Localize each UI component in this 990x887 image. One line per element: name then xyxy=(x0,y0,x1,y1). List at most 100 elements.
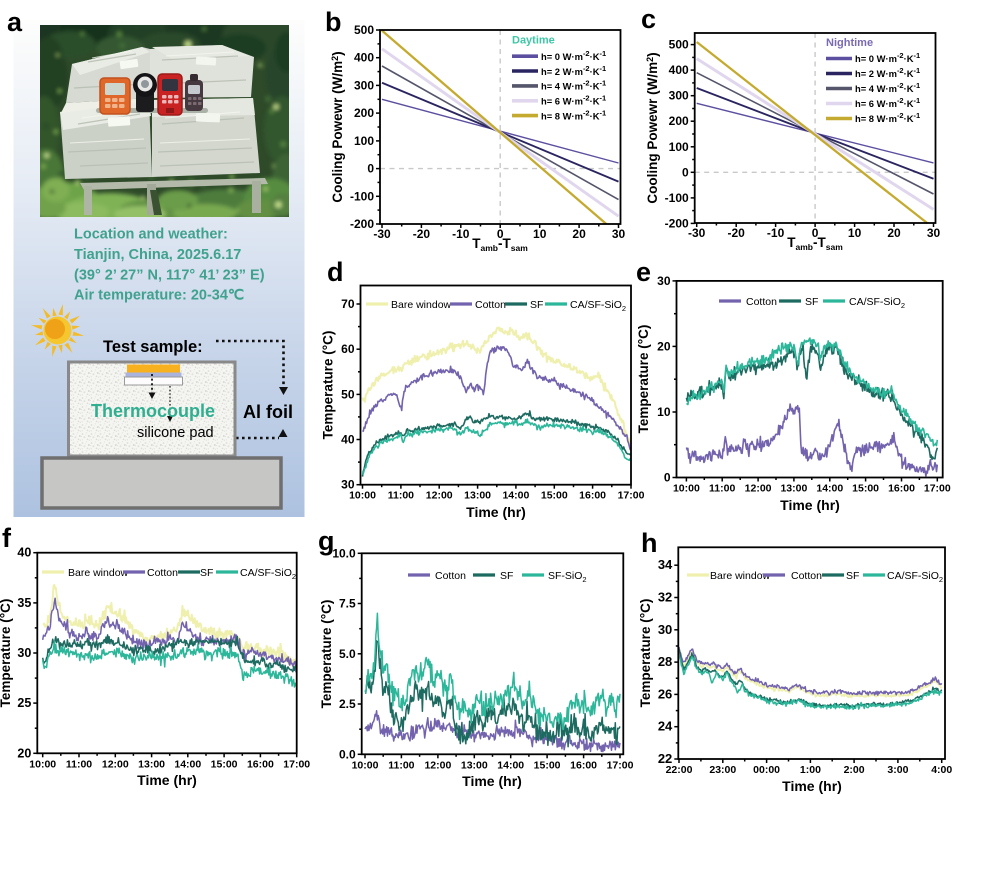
svg-text:-200: -200 xyxy=(665,216,689,230)
svg-text:-20: -20 xyxy=(728,226,746,240)
svg-text:-100: -100 xyxy=(665,191,689,205)
svg-text:16:00: 16:00 xyxy=(579,490,606,502)
svg-text:4:00: 4:00 xyxy=(931,764,952,776)
svg-text:f: f xyxy=(2,523,12,553)
svg-text:2:00: 2:00 xyxy=(844,764,865,776)
svg-text:17:00: 17:00 xyxy=(924,483,951,495)
svg-text:h= 6 W·m-2·K-1: h= 6 W·m-2·K-1 xyxy=(855,96,920,109)
svg-text:SF-SiO2: SF-SiO2 xyxy=(548,570,587,584)
svg-text:Bare window: Bare window xyxy=(391,299,452,311)
svg-text:17:00: 17:00 xyxy=(618,490,645,502)
svg-text:h= 4 W·m-2·K-1: h= 4 W·m-2·K-1 xyxy=(541,79,606,92)
svg-text:400: 400 xyxy=(354,51,374,65)
svg-text:CA/SF-SiO2: CA/SF-SiO2 xyxy=(849,296,905,310)
svg-text:20: 20 xyxy=(657,339,671,353)
svg-text:10:00: 10:00 xyxy=(673,483,700,495)
svg-text:-30: -30 xyxy=(373,227,391,241)
svg-text:0: 0 xyxy=(497,227,504,241)
svg-text:b: b xyxy=(325,7,342,37)
svg-text:Bare window: Bare window xyxy=(68,567,129,579)
svg-text:Time (hr): Time (hr) xyxy=(466,504,526,520)
svg-text:-200: -200 xyxy=(350,217,374,231)
svg-text:24: 24 xyxy=(658,719,673,734)
svg-text:17:00: 17:00 xyxy=(607,759,634,771)
svg-text:h= 8 W·m-2·K-1: h= 8 W·m-2·K-1 xyxy=(855,111,920,124)
svg-text:200: 200 xyxy=(669,114,689,128)
svg-text:Cotton: Cotton xyxy=(746,296,777,308)
svg-text:Location and weather:: Location and weather: xyxy=(74,227,228,243)
svg-text:Temperature (°C): Temperature (°C) xyxy=(638,599,653,708)
svg-text:15:00: 15:00 xyxy=(211,758,238,770)
svg-text:Bare window: Bare window xyxy=(710,570,771,582)
svg-text:Cotton: Cotton xyxy=(147,567,178,579)
svg-text:Al foil: Al foil xyxy=(243,402,293,422)
svg-text:16:00: 16:00 xyxy=(888,483,915,495)
svg-text:30: 30 xyxy=(341,478,355,492)
svg-text:26: 26 xyxy=(658,686,672,701)
svg-text:35: 35 xyxy=(17,596,31,610)
svg-text:7.5: 7.5 xyxy=(339,597,356,611)
svg-text:Cooling Powewr (W/m2): Cooling Powewr (W/m2) xyxy=(645,52,660,203)
svg-text:h= 2 W·m-2·K-1: h= 2 W·m-2·K-1 xyxy=(855,66,920,79)
svg-text:10:00: 10:00 xyxy=(349,490,376,502)
svg-text:h= 8 W·m-2·K-1: h= 8 W·m-2·K-1 xyxy=(541,108,606,121)
svg-text:16:00: 16:00 xyxy=(247,758,274,770)
svg-text:15:00: 15:00 xyxy=(852,483,879,495)
svg-text:11:00: 11:00 xyxy=(388,490,414,502)
svg-text:Daytime: Daytime xyxy=(512,35,555,47)
svg-text:32: 32 xyxy=(658,590,672,605)
svg-text:SF: SF xyxy=(846,570,859,582)
svg-text:h: h xyxy=(641,528,658,558)
svg-text:30: 30 xyxy=(612,227,626,241)
svg-text:h= 6 W·m-2·K-1: h= 6 W·m-2·K-1 xyxy=(541,94,606,107)
svg-text:d: d xyxy=(327,257,344,287)
svg-text:400: 400 xyxy=(669,63,689,77)
svg-text:11:00: 11:00 xyxy=(709,483,735,495)
svg-text:70: 70 xyxy=(341,297,355,311)
svg-text:h= 2 W·m-2·K-1: h= 2 W·m-2·K-1 xyxy=(541,64,606,77)
svg-text:SF: SF xyxy=(200,567,213,579)
svg-text:CA/SF-SiO2: CA/SF-SiO2 xyxy=(570,299,626,313)
svg-text:13:00: 13:00 xyxy=(780,483,807,495)
svg-text:40: 40 xyxy=(341,433,355,447)
svg-text:Temperature (°C): Temperature (°C) xyxy=(319,600,334,709)
svg-text:30: 30 xyxy=(927,226,941,240)
svg-text:00:00: 00:00 xyxy=(753,764,780,776)
svg-text:15:00: 15:00 xyxy=(534,759,561,771)
svg-text:12:00: 12:00 xyxy=(424,759,451,771)
svg-text:60: 60 xyxy=(341,342,355,356)
svg-text:23:00: 23:00 xyxy=(709,764,736,776)
svg-text:Cooling Powewr (W/m2): Cooling Powewr (W/m2) xyxy=(330,51,345,202)
svg-text:11:00: 11:00 xyxy=(66,758,92,770)
svg-text:300: 300 xyxy=(354,78,374,92)
svg-text:a: a xyxy=(7,7,23,37)
svg-text:12:00: 12:00 xyxy=(745,483,772,495)
svg-text:14:00: 14:00 xyxy=(816,483,843,495)
svg-text:silicone pad: silicone pad xyxy=(137,425,214,441)
svg-text:Nightime: Nightime xyxy=(826,37,873,49)
svg-text:-10: -10 xyxy=(767,226,785,240)
svg-text:20: 20 xyxy=(572,227,586,241)
svg-text:1:00: 1:00 xyxy=(800,764,821,776)
svg-text:28: 28 xyxy=(658,654,672,669)
svg-text:50: 50 xyxy=(341,387,355,401)
svg-text:-10: -10 xyxy=(452,227,470,241)
svg-text:16:00: 16:00 xyxy=(570,759,597,771)
svg-text:14:00: 14:00 xyxy=(497,759,524,771)
svg-text:12:00: 12:00 xyxy=(426,490,453,502)
svg-text:2.5: 2.5 xyxy=(339,697,356,711)
svg-text:Cotton: Cotton xyxy=(435,570,466,582)
svg-text:Air temperature: 20-34℃: Air temperature: 20-34℃ xyxy=(74,288,245,304)
svg-text:22: 22 xyxy=(658,751,672,766)
svg-text:SF: SF xyxy=(530,299,543,311)
svg-text:13:00: 13:00 xyxy=(138,758,165,770)
svg-text:40: 40 xyxy=(17,546,31,560)
svg-text:CA/SF-SiO2: CA/SF-SiO2 xyxy=(240,567,296,581)
svg-text:17:00: 17:00 xyxy=(283,758,310,770)
svg-text:Thermocouple: Thermocouple xyxy=(91,401,215,421)
svg-text:Time (hr): Time (hr) xyxy=(780,497,840,513)
svg-text:30: 30 xyxy=(657,274,671,288)
svg-text:13:00: 13:00 xyxy=(461,759,488,771)
svg-text:34: 34 xyxy=(658,557,673,572)
svg-text:Test sample:: Test sample: xyxy=(103,338,203,356)
